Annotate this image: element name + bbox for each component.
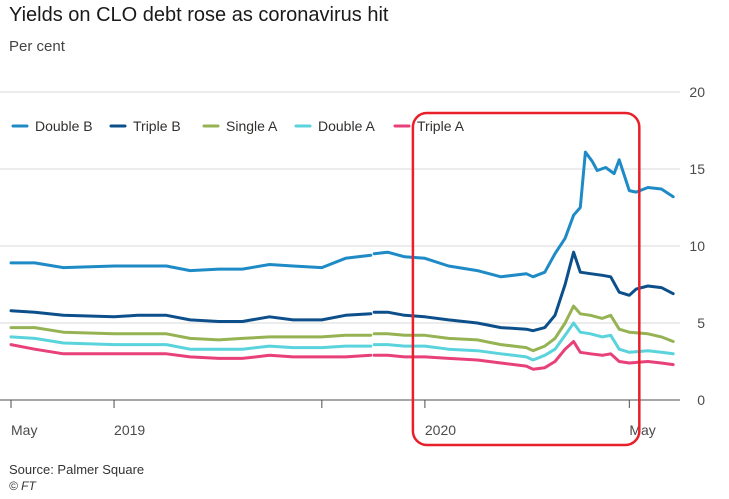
series-line-triple-b	[9, 250, 675, 333]
source-note: Source: Palmer Square	[9, 462, 145, 477]
x-axis: May 2019 2020 May	[10, 400, 656, 438]
legend: Double B Triple B Single A Double A Triple A	[11, 118, 465, 134]
y-axis-ticks: 0 5 10 15 20	[689, 84, 705, 408]
series-line-single-a	[9, 304, 675, 353]
legend-label: Triple A	[417, 118, 465, 134]
legend-label: Single A	[226, 118, 278, 134]
series-lines	[9, 150, 675, 371]
chart-subtitle: Per cent	[9, 38, 65, 55]
legend-label: Double A	[318, 118, 375, 134]
highlight-annotation	[411, 111, 641, 447]
credit-note: © FT	[9, 479, 36, 493]
highlight-box	[411, 111, 641, 447]
legend-label: Double B	[35, 118, 93, 134]
series-line-triple-a	[9, 340, 675, 371]
legend-label: Triple B	[133, 118, 181, 134]
y-tick-label: 20	[689, 84, 705, 100]
x-tick-label: May	[629, 422, 655, 438]
x-tick-label: 2019	[114, 422, 145, 438]
x-tick-label: 2020	[425, 422, 456, 438]
series-line-double-a	[9, 321, 675, 362]
y-tick-label: 10	[689, 238, 705, 254]
series-line-double-b	[9, 150, 675, 279]
y-tick-label: 0	[697, 392, 705, 408]
line-chart: 0 5 10 15 20 May 2019 2020 May Double B Triple B…	[0, 84, 705, 447]
x-tick-label: May	[11, 422, 37, 438]
y-tick-label: 5	[697, 315, 705, 331]
chart-title: Yields on CLO debt rose as coronavirus h…	[9, 4, 389, 26]
y-tick-label: 15	[689, 161, 705, 177]
